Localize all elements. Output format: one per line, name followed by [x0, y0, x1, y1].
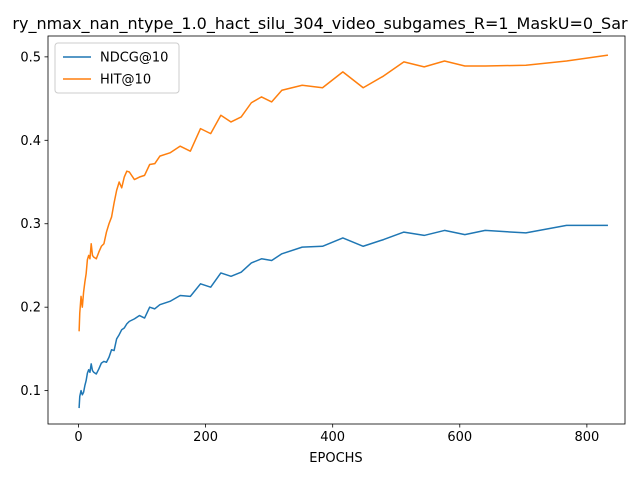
- legend-label-hit-10: HIT@10: [100, 73, 151, 88]
- y-tick-label: 0.1: [20, 384, 41, 399]
- y-tick-label: 0.2: [20, 301, 41, 316]
- axes-layer: 0 200 400 600 800 0.1 0.2 0.3 0.4 0.5: [20, 35, 626, 445]
- y-tick-label: 0.3: [20, 217, 41, 232]
- legend-label-ndcg-10: NDCG@10: [100, 51, 168, 66]
- series-line-ndcg-10: [78, 224, 608, 409]
- chart-title: ry_nmax_nan_ntype_1.0_hact_silu_304_vide…: [12, 14, 628, 34]
- x-tick-label: 400: [320, 430, 345, 445]
- series-line-hit-10: [78, 54, 609, 332]
- plot-frame: [47, 35, 626, 425]
- x-tick-label: 800: [574, 430, 599, 445]
- legend-box: [54, 42, 180, 94]
- x-tick-label: 200: [193, 430, 218, 445]
- y-tick-label: 0.5: [20, 50, 41, 65]
- x-tick-label: 0: [74, 430, 82, 445]
- x-tick-label: 600: [447, 430, 472, 445]
- series-layer: [78, 54, 609, 409]
- y-tick-label: 0.4: [20, 134, 41, 149]
- legend: NDCG@10 HIT@10: [54, 42, 180, 94]
- x-axis-label: EPOCHS: [309, 451, 362, 466]
